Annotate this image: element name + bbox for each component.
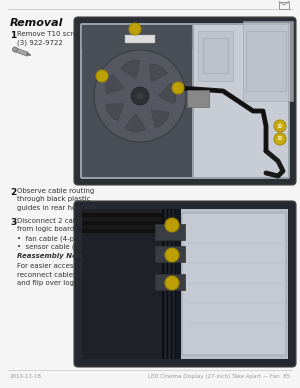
FancyBboxPatch shape xyxy=(82,29,192,49)
Text: Remove T10 screws:
(3) 922-9722: Remove T10 screws: (3) 922-9722 xyxy=(17,31,89,46)
Circle shape xyxy=(274,133,286,145)
Text: 1: 1 xyxy=(10,31,16,40)
FancyBboxPatch shape xyxy=(163,209,181,359)
FancyBboxPatch shape xyxy=(198,31,233,81)
FancyBboxPatch shape xyxy=(194,25,288,177)
FancyBboxPatch shape xyxy=(203,38,228,73)
Text: 2010-11-18: 2010-11-18 xyxy=(10,374,42,379)
FancyBboxPatch shape xyxy=(182,213,286,355)
Circle shape xyxy=(165,218,179,232)
Text: For easier access to
reconnect cables, unscrew
and flip over logic board.: For easier access to reconnect cables, u… xyxy=(17,263,110,286)
Circle shape xyxy=(274,120,286,132)
Text: D: D xyxy=(278,123,282,128)
Circle shape xyxy=(165,248,179,262)
Wedge shape xyxy=(121,61,140,78)
Circle shape xyxy=(94,50,186,142)
Text: 3: 3 xyxy=(10,218,16,227)
FancyBboxPatch shape xyxy=(155,274,185,290)
FancyBboxPatch shape xyxy=(74,201,296,367)
FancyBboxPatch shape xyxy=(243,21,293,101)
FancyBboxPatch shape xyxy=(155,224,185,240)
Circle shape xyxy=(165,276,179,290)
Text: Disconnect 2 cables
from logic board:
•  fan cable (4-pin)
•  sensor cable (3-pi: Disconnect 2 cables from logic board: • … xyxy=(17,218,95,251)
Wedge shape xyxy=(158,83,176,104)
FancyBboxPatch shape xyxy=(82,209,172,359)
FancyBboxPatch shape xyxy=(82,25,192,177)
Wedge shape xyxy=(151,110,169,128)
FancyBboxPatch shape xyxy=(246,31,286,91)
FancyBboxPatch shape xyxy=(74,17,296,185)
FancyBboxPatch shape xyxy=(187,90,209,107)
FancyBboxPatch shape xyxy=(155,246,185,262)
FancyBboxPatch shape xyxy=(172,209,288,359)
FancyBboxPatch shape xyxy=(80,23,290,179)
Text: D: D xyxy=(278,137,282,142)
Circle shape xyxy=(172,82,184,94)
Text: LED Cinema Display (27-inch) Take Apart — Fan  85: LED Cinema Display (27-inch) Take Apart … xyxy=(148,374,290,379)
FancyBboxPatch shape xyxy=(279,2,289,9)
Circle shape xyxy=(129,23,141,35)
Circle shape xyxy=(96,70,108,82)
Text: Removal: Removal xyxy=(10,18,64,28)
Wedge shape xyxy=(106,74,124,94)
Circle shape xyxy=(13,47,17,52)
Text: Observe cable routing
through black plastic
guides in rear housing.: Observe cable routing through black plas… xyxy=(17,188,98,211)
Circle shape xyxy=(131,87,149,105)
Circle shape xyxy=(136,92,144,100)
FancyBboxPatch shape xyxy=(125,35,155,43)
Wedge shape xyxy=(106,104,124,121)
Text: 2: 2 xyxy=(10,188,16,197)
Text: Reassembly Note:: Reassembly Note: xyxy=(17,253,88,259)
Wedge shape xyxy=(149,64,167,82)
Wedge shape xyxy=(125,114,146,132)
